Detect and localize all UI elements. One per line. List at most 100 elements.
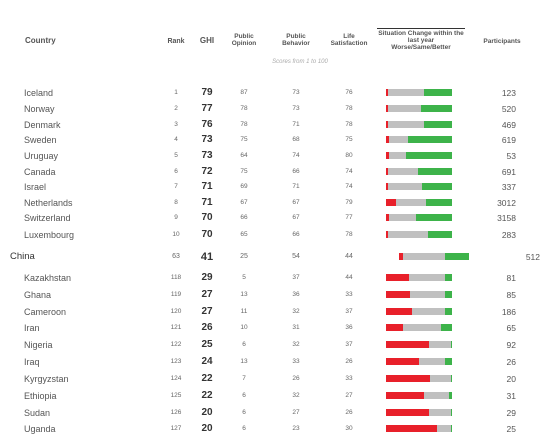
participants-count: 283 — [501, 230, 516, 240]
ghi-score: 79 — [201, 87, 213, 98]
rank-value: 122 — [170, 341, 182, 348]
table-row: Ethiopia 125 22 6 32 27 31 — [0, 389, 550, 403]
ghi-score: 22 — [201, 373, 213, 384]
country-name: Nigeria — [24, 340, 53, 350]
life-satisfaction-score: 36 — [345, 324, 353, 331]
participants-count: 520 — [501, 104, 516, 114]
public-opinion-score: 75 — [240, 168, 248, 175]
situation-change-bar — [386, 199, 452, 206]
life-satisfaction-score: 44 — [345, 253, 353, 260]
life-satisfaction-score: 44 — [345, 274, 353, 281]
public-behavior-score: 32 — [292, 341, 300, 348]
country-name: Netherlands — [24, 198, 73, 208]
life-satisfaction-score: 37 — [345, 308, 353, 315]
rank-value: 125 — [170, 392, 182, 399]
rank-value: 121 — [170, 324, 182, 331]
ghi-score: 70 — [201, 229, 213, 240]
public-opinion-score: 5 — [242, 274, 246, 281]
table-row: Ghana 119 27 13 36 33 85 — [0, 288, 550, 302]
life-satisfaction-score: 78 — [345, 121, 353, 128]
public-behavior-score: 68 — [292, 136, 300, 143]
life-satisfaction-score: 30 — [345, 425, 353, 432]
worse-segment — [386, 121, 388, 128]
table-row: Denmark 3 76 78 71 78 469 — [0, 118, 550, 132]
country-name: China — [10, 251, 35, 262]
ghi-score: 77 — [201, 103, 213, 114]
situation-change-bar — [386, 89, 452, 96]
worse-segment — [386, 152, 390, 159]
participants-count: 25 — [506, 424, 516, 434]
header-divider — [377, 28, 465, 29]
worse-segment — [386, 409, 429, 416]
ghi-score: 72 — [201, 166, 213, 177]
situation-change-bar — [386, 121, 452, 128]
worse-segment — [386, 375, 431, 382]
public-opinion-score: 6 — [242, 392, 246, 399]
better-segment — [407, 136, 452, 143]
participants-count: 26 — [506, 357, 516, 367]
public-opinion-score: 78 — [240, 121, 248, 128]
worse-segment — [399, 253, 403, 260]
scores-note: Scores from 1 to 100 — [272, 59, 328, 65]
public-behavior-score: 33 — [292, 358, 300, 365]
participants-count: 691 — [501, 167, 516, 177]
participants-count: 512 — [525, 252, 540, 262]
better-segment — [427, 231, 452, 238]
situation-change-bar — [386, 231, 452, 238]
country-name: Ghana — [24, 290, 52, 300]
life-satisfaction-score: 74 — [345, 168, 353, 175]
life-satisfaction-score: 78 — [345, 105, 353, 112]
worse-segment — [386, 291, 411, 298]
situation-change-bar — [386, 214, 452, 221]
public-behavior-score: 32 — [292, 308, 300, 315]
ghi-score: 71 — [201, 181, 213, 192]
better-segment — [405, 152, 452, 159]
public-opinion-score: 66 — [240, 214, 248, 221]
better-segment — [445, 358, 452, 365]
country-name: Switzerland — [24, 213, 71, 223]
better-segment — [424, 89, 452, 96]
better-segment — [450, 425, 452, 432]
table-row: Cameroon 120 27 11 32 37 186 — [0, 305, 550, 319]
public-opinion-score: 7 — [242, 375, 246, 382]
life-satisfaction-score: 79 — [345, 199, 353, 206]
country-name: Iraq — [24, 357, 40, 367]
worse-segment — [386, 105, 388, 112]
public-behavior-score: 67 — [292, 199, 300, 206]
better-segment — [420, 105, 452, 112]
participants-count: 53 — [506, 151, 516, 161]
table-row: Iceland 1 79 87 73 76 123 — [0, 86, 550, 100]
rank-value: 5 — [174, 152, 178, 159]
ghi-score: 26 — [201, 322, 213, 333]
country-name: Sweden — [24, 135, 57, 145]
better-segment — [445, 274, 452, 281]
rank-value: 127 — [170, 425, 182, 432]
ghi-score: 25 — [201, 339, 213, 350]
worse-segment — [386, 89, 388, 96]
column-header-situation-change: Situation Change within the last year Wo… — [378, 30, 464, 51]
ghi-score: 24 — [201, 356, 213, 367]
rank-value: 118 — [170, 274, 182, 281]
worse-segment — [386, 231, 388, 238]
public-opinion-score: 69 — [240, 183, 248, 190]
life-satisfaction-score: 33 — [345, 291, 353, 298]
worse-segment — [386, 324, 403, 331]
table-row: Iraq 123 24 13 33 26 26 — [0, 355, 550, 369]
better-segment — [450, 341, 452, 348]
country-name: Iceland — [24, 88, 54, 98]
better-segment — [425, 199, 452, 206]
participants-count: 186 — [501, 307, 516, 317]
ghi-score: 41 — [200, 251, 214, 263]
rank-value: 119 — [170, 291, 182, 298]
country-name: Ethiopia — [24, 391, 57, 401]
country-name: Denmark — [24, 120, 61, 130]
rank-value: 3 — [174, 121, 178, 128]
public-behavior-score: 37 — [292, 274, 300, 281]
worse-segment — [386, 199, 396, 206]
life-satisfaction-score: 76 — [345, 89, 353, 96]
worse-segment — [386, 392, 424, 399]
public-opinion-score: 78 — [240, 105, 248, 112]
table-row: Kazakhstan 118 29 5 37 44 81 — [0, 271, 550, 285]
life-satisfaction-score: 37 — [345, 341, 353, 348]
country-name: Iran — [24, 323, 40, 333]
